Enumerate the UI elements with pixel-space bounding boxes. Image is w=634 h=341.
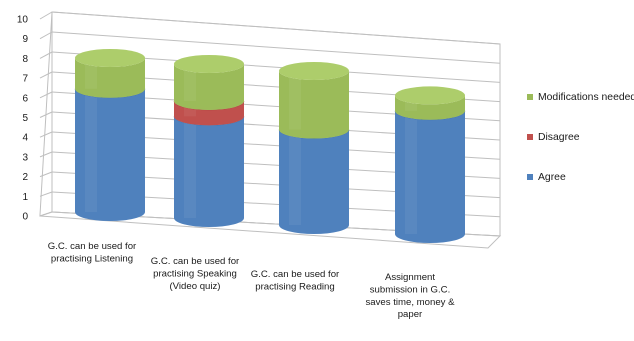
category-label-line: practising Listening — [51, 253, 133, 264]
legend-swatch-modifications-needed — [527, 94, 533, 100]
y-tick-label: 9 — [22, 34, 28, 45]
y-tick-label: 4 — [22, 133, 28, 144]
bar-modifications-needed-1 — [75, 58, 145, 98]
gridline-side — [39, 71, 53, 79]
gridline-side — [39, 91, 53, 99]
y-axis: 0 1 2 3 4 5 6 7 8 9 10 — [17, 15, 29, 223]
bar-highlight-3-1 — [289, 129, 301, 225]
gridline — [51, 31, 501, 64]
gridline-side — [39, 191, 53, 197]
bar-top-1 — [75, 49, 145, 67]
category-label-line: (Video quiz) — [169, 281, 220, 292]
bar-agree-2 — [174, 116, 244, 227]
side-wall — [39, 11, 53, 217]
gridline-side — [39, 51, 53, 59]
category-label-line: Assignment — [385, 272, 435, 283]
gridline-side — [39, 11, 53, 20]
category-label-line: G.C. can be used for — [48, 241, 137, 252]
gridline-side — [39, 211, 53, 217]
category-label-2: G.C. can be used for practising Speaking (… — [151, 256, 240, 292]
legend-swatch-agree — [527, 174, 533, 180]
category-label-line: submission in G.C. — [370, 284, 451, 295]
y-tick-label: 5 — [22, 113, 28, 124]
bar-disagree-2 — [174, 100, 244, 126]
category-label-line: saves time, money & — [365, 297, 455, 308]
chart-walls — [39, 11, 502, 249]
bar-modifications-needed-3 — [279, 71, 349, 139]
category-label-4: Assignment submission in G.C. saves time, … — [365, 272, 455, 320]
y-tick-label: 2 — [22, 172, 28, 183]
bar-highlight-3-2 — [289, 71, 301, 130]
bar-highlight-1-1 — [85, 88, 97, 212]
bars — [74, 49, 466, 243]
bar-highlight-2-3 — [184, 64, 196, 101]
category-label-line: practising Reading — [255, 281, 334, 292]
bar-top-2 — [174, 55, 244, 73]
category-label-line: paper — [398, 309, 423, 320]
category-label-3: G.C. can be used for practising Reading — [251, 269, 340, 292]
y-tick-label: 10 — [17, 15, 29, 26]
y-tick-label: 7 — [22, 74, 28, 85]
y-tick-label: 8 — [22, 54, 28, 65]
gridline — [51, 11, 501, 45]
gridline-side — [39, 171, 53, 178]
y-tick-label: 6 — [22, 93, 28, 104]
category-label-1: G.C. can be used for practising Listening — [48, 241, 137, 264]
legend-label-modifications-needed: Modifications needed — [538, 92, 634, 103]
bar-modifications-needed-4 — [395, 95, 465, 120]
gridline-side — [39, 151, 53, 158]
bar-agree-1 — [75, 88, 145, 221]
bar-agree-4 — [395, 110, 465, 243]
legend-label-disagree: Disagree — [538, 132, 580, 143]
y-tick-label: 0 — [22, 212, 28, 223]
bar-top-3 — [279, 62, 349, 80]
legend-swatch-disagree — [527, 134, 533, 140]
legend: Modifications needed Disagree Agree — [527, 92, 634, 183]
bar-highlight-2-1 — [184, 116, 196, 218]
x-axis-labels: G.C. can be used for practising Listening… — [48, 241, 455, 320]
category-label-line: G.C. can be used for — [251, 269, 340, 280]
category-label-line: practising Speaking — [153, 268, 237, 279]
bar-modifications-needed-2 — [174, 64, 244, 110]
bar-highlight-4-1 — [405, 110, 417, 234]
y-tick-label: 1 — [22, 192, 28, 203]
bar-top-4 — [395, 86, 465, 105]
gridline-side — [39, 111, 53, 118]
y-tick-label: 3 — [22, 152, 28, 163]
bar-agree-3 — [279, 129, 349, 234]
category-label-line: G.C. can be used for — [151, 256, 240, 267]
gridline-side — [39, 131, 53, 138]
gridline-side — [39, 31, 53, 40]
legend-label-agree: Agree — [538, 172, 566, 183]
